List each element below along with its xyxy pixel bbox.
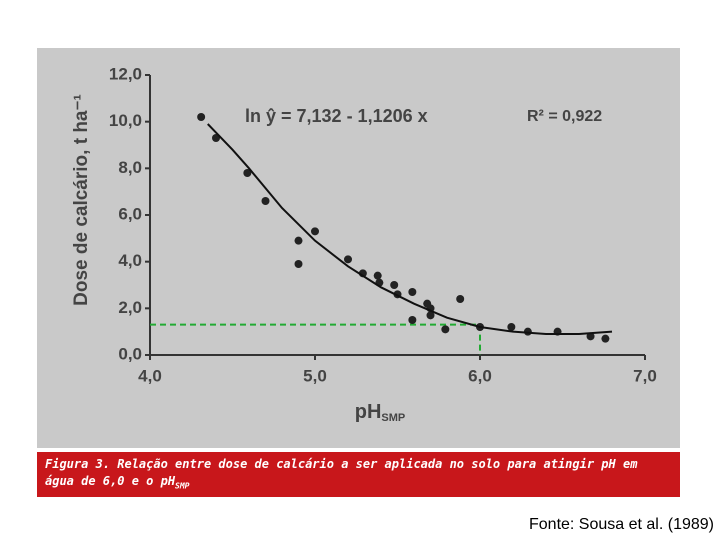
y-tick-label: 12,0 (109, 64, 142, 83)
data-point (311, 227, 319, 236)
x-label-sub: SMP (381, 412, 405, 424)
x-tick-label: 5,0 (303, 366, 327, 385)
data-point (390, 281, 399, 289)
x-tick-label: 6,0 (468, 366, 492, 385)
source: Fonte: Sousa et al. (1989) (529, 516, 714, 533)
data-point (408, 288, 417, 296)
chart-background (37, 48, 680, 448)
y-tick-label: 0,0 (118, 344, 142, 363)
y-axis-label: Dose de calcário, t ha⁻¹ (71, 94, 92, 306)
data-point (507, 323, 516, 331)
y-tick-label: 2,0 (118, 298, 142, 317)
y-tick-label: 10,0 (109, 111, 142, 130)
r-squared: R² = 0,922 (527, 108, 602, 125)
x-axis-label: pHSMP (355, 401, 406, 424)
data-point (294, 236, 303, 245)
data-point (344, 255, 352, 264)
x-tick-label: 4,0 (138, 366, 162, 385)
data-point (294, 260, 303, 268)
data-point (456, 295, 465, 303)
data-point (408, 316, 417, 324)
data-point (601, 334, 610, 343)
equation: ln ŷ = 7,132 - 1,1206 x (245, 106, 428, 126)
data-point (586, 332, 595, 341)
data-point (197, 113, 206, 121)
caption: Figura 3. Relação entre dose de calcário… (37, 452, 680, 497)
fit-curve (207, 123, 613, 335)
y-tick-label: 8,0 (118, 158, 142, 177)
x-label-main: pH (355, 401, 382, 423)
y-tick-label: 6,0 (118, 204, 142, 223)
data-point (261, 197, 270, 205)
y-tick-label: 4,0 (118, 251, 142, 270)
data-point (426, 311, 435, 320)
x-tick-label: 7,0 (633, 366, 657, 385)
data-point (441, 325, 450, 334)
data-point (243, 169, 252, 177)
caption-main: Figura 3. Relação entre dose de calcário… (45, 457, 638, 488)
data-point (373, 271, 382, 280)
caption-sub: SMP (175, 481, 190, 491)
